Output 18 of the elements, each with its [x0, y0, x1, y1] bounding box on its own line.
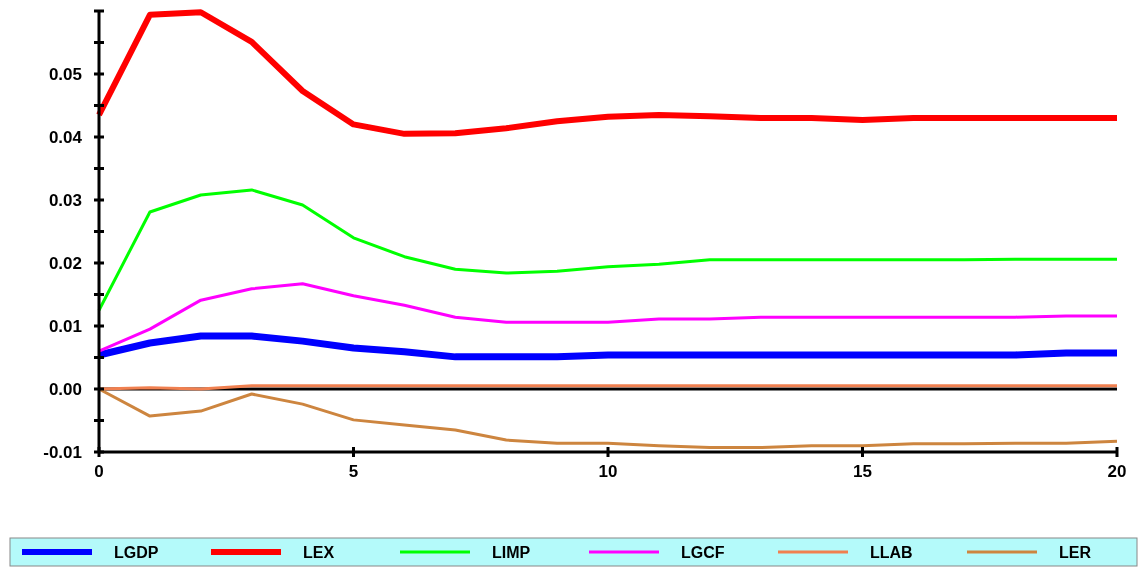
x-tick-label: 0: [94, 462, 104, 481]
y-tick-label: 0.05: [48, 64, 82, 84]
y-tick-label: 0.02: [48, 253, 82, 273]
legend-label: LIMP: [492, 543, 531, 561]
legend-label: LEX: [303, 543, 335, 561]
x-tick-label: 20: [1107, 462, 1127, 481]
x-tick-label: 5: [348, 462, 359, 481]
legend-label: LLAB: [870, 543, 913, 561]
y-tick-label: 0.04: [48, 127, 83, 147]
legend-label: LGCF: [681, 543, 725, 561]
x-tick-label: 15: [853, 462, 872, 481]
y-tick-label: 0.03: [48, 190, 82, 210]
y-tick-label: 0.01: [48, 316, 82, 336]
legend-label: LER: [1059, 543, 1092, 561]
y-tick-label: 0.00: [48, 379, 82, 399]
x-tick-label: 10: [598, 462, 618, 481]
legend-label: LGDP: [114, 543, 159, 561]
y-tick-label: -0.01: [43, 442, 82, 462]
